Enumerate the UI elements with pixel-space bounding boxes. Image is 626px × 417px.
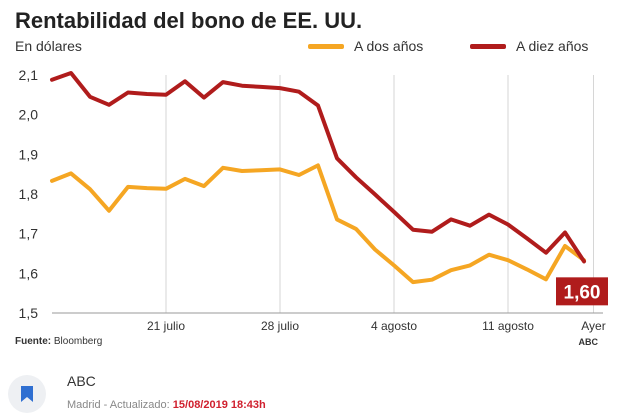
last-value-badge [556, 277, 608, 306]
chart-title: Rentabilidad del bono de EE. UU. [15, 8, 363, 33]
updated-date: 15/08/2019 18:43h [172, 399, 266, 411]
chart-credit: ABC [578, 337, 599, 347]
bookmark-icon [21, 386, 33, 402]
legend-label-ten-year: A diez años [516, 38, 589, 54]
y-tick-label: 2,1 [19, 67, 39, 83]
source-name: Bloomberg [53, 336, 103, 347]
chart-subtitle: En dólares [15, 38, 82, 54]
line-chart: 1,5 1,6 1,7 1,8 1,9 2,0 2,1 21 julio 28 julio 4 a… [19, 67, 608, 333]
legend-label-two-year: A dos años [354, 38, 424, 54]
bookmark-button[interactable] [8, 375, 46, 413]
x-tick-label: 21 julio [147, 319, 185, 333]
legend-item-two-year: A dos años [308, 38, 423, 54]
x-tick-label: 28 julio [261, 319, 299, 333]
legend-swatch-ten-year [470, 43, 506, 49]
y-tick-label: 2,0 [19, 107, 39, 123]
y-tick-label: 1,5 [19, 305, 39, 321]
source-note: Fuente: Bloomberg [15, 336, 102, 347]
publisher-name[interactable]: ABC [67, 373, 96, 389]
update-info: Madrid - Actualizado: 15/08/2019 18:43h [67, 399, 266, 411]
y-tick-label: 1,6 [19, 265, 39, 281]
source-label: Fuente: [15, 336, 52, 347]
x-tick-label: Ayer [581, 319, 605, 333]
last-value-label: 1,60 [564, 282, 601, 303]
series-line-two-year [50, 163, 586, 285]
legend-item-ten-year: A diez años [470, 38, 588, 54]
updated-label: - Actualizado: [100, 399, 173, 411]
x-tick-label: 4 agosto [371, 319, 417, 333]
series-line-ten-year [50, 71, 586, 264]
legend-swatch-two-year [308, 43, 344, 49]
y-tick-label: 1,8 [19, 186, 39, 202]
x-tick-label: 11 agosto [482, 319, 534, 333]
location: Madrid [67, 399, 101, 411]
y-tick-label: 1,9 [19, 146, 39, 162]
y-tick-label: 1,7 [19, 226, 39, 242]
